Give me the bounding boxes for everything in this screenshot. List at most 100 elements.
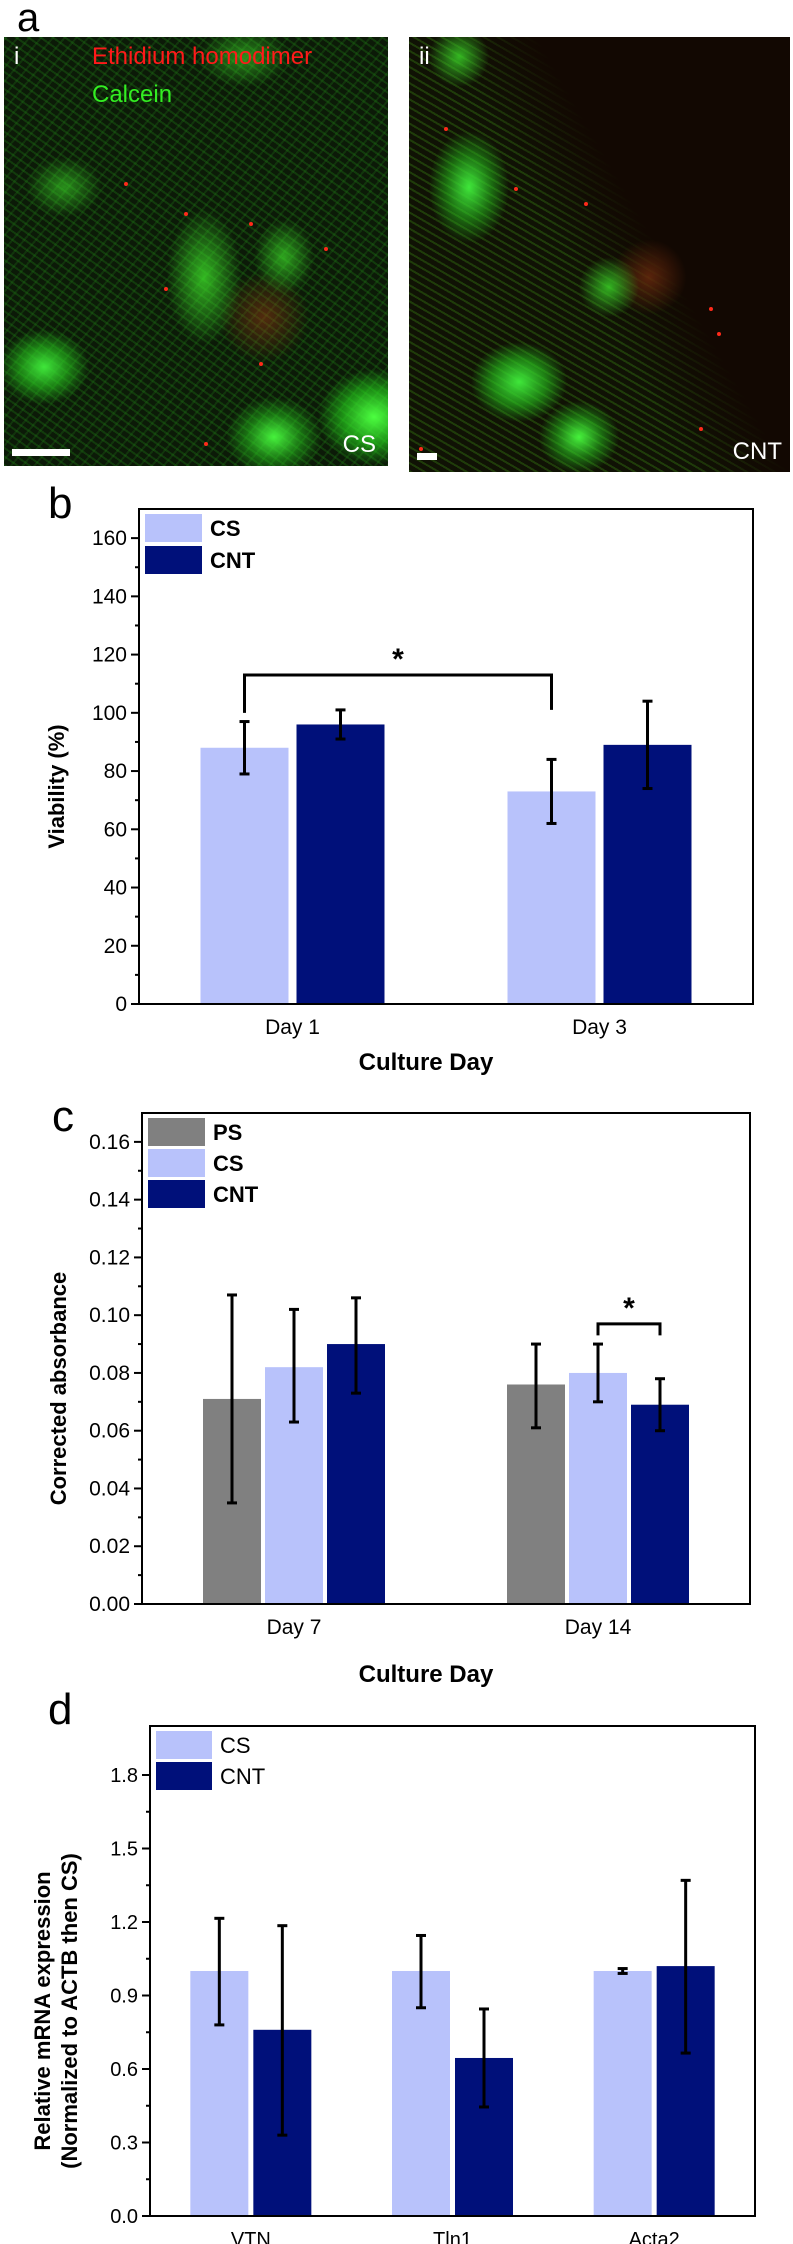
- significance-star: *: [623, 1292, 635, 1325]
- bar-cnt-day-14: [631, 1404, 689, 1604]
- legend-label-cnt: CNT: [213, 1182, 259, 1207]
- image-label-i: i: [14, 43, 20, 70]
- error-bar: [593, 1342, 603, 1404]
- y-tick-label: 0.16: [89, 1131, 130, 1154]
- dead-cell-marker: [419, 447, 423, 451]
- x-tick-label: Day 14: [565, 1616, 632, 1639]
- legend-swatch-cnt: [148, 1180, 205, 1208]
- panel-label-c: c: [52, 1092, 74, 1141]
- legend-swatch-cnt: [145, 546, 202, 574]
- y-axis-title: Relative mRNA expression: [30, 1871, 55, 2150]
- error-bar: [531, 1342, 541, 1430]
- dead-cell-marker: [514, 187, 518, 191]
- legend-label-cs: CS: [220, 1733, 251, 1758]
- dead-cell-marker: [324, 247, 328, 251]
- bar-cs-day-1: [200, 747, 289, 1004]
- error-bar: [335, 708, 346, 741]
- dead-cell-marker: [699, 427, 703, 431]
- legend-swatch-cs: [148, 1149, 205, 1177]
- y-tick-label: 40: [104, 877, 127, 900]
- y-tick-label: 1.2: [110, 1912, 138, 1934]
- panel-label-d: d: [48, 1685, 73, 1734]
- plot-frame: [149, 1725, 756, 2217]
- dead-cell-marker: [709, 307, 713, 311]
- y-tick-label: 20: [104, 935, 127, 958]
- legend-swatch-cnt: [156, 1762, 212, 1790]
- error-bar: [546, 757, 557, 825]
- y-tick-label: 160: [92, 527, 127, 550]
- y-tick-label: 120: [92, 644, 127, 667]
- y-tick-label: 0.9: [110, 1986, 138, 2008]
- error-bar: [479, 2007, 489, 2109]
- legend-ethidium-homodimer: Ethidium homodimer: [92, 43, 313, 70]
- y-tick-label: 0.12: [89, 1246, 130, 1269]
- y-tick-label: 60: [104, 818, 127, 841]
- legend-label-cnt: CNT: [220, 1764, 265, 1789]
- error-bar: [227, 1293, 237, 1505]
- error-bar: [655, 1377, 665, 1433]
- dead-cell-marker: [717, 332, 721, 336]
- y-axis-title: (Normalized to ACTB then CS): [57, 1853, 82, 2169]
- plot-frame: [141, 1112, 751, 1605]
- panel-label-b: b: [48, 479, 73, 528]
- dead-cell-marker: [444, 127, 448, 131]
- image-label-ii: ii: [419, 43, 430, 70]
- significance-bracket: [596, 1322, 662, 1336]
- error-bar: [642, 699, 653, 791]
- legend-swatch-cs: [156, 1731, 212, 1759]
- dead-cell-marker: [124, 182, 128, 186]
- y-tick-label: 0.14: [89, 1189, 130, 1212]
- y-tick-label: 0: [115, 993, 127, 1016]
- y-tick-label: 0.06: [89, 1420, 130, 1443]
- y-tick-label: 0.04: [89, 1477, 130, 1500]
- error-bar: [416, 1933, 426, 2010]
- significance-star: *: [392, 643, 404, 676]
- x-tick-label: Acta2: [629, 2229, 680, 2244]
- error-bar: [214, 1916, 225, 2027]
- y-axis-title: Viability (%): [44, 724, 69, 848]
- y-axis-title: Corrected absorbance: [46, 1272, 71, 1506]
- x-axis-title: Culture Day: [359, 1049, 494, 1076]
- y-tick-label: 0.02: [89, 1535, 130, 1558]
- y-tick-label: 0.6: [110, 2059, 138, 2081]
- legend-calcein: Calcein: [92, 81, 173, 108]
- y-tick-label: 100: [92, 702, 127, 725]
- significance-bracket: [243, 673, 553, 713]
- y-tick-label: 1.5: [110, 1839, 138, 1861]
- y-tick-label: 0.00: [89, 1593, 130, 1616]
- y-tick-label: 0.08: [89, 1362, 130, 1385]
- dead-cell-marker: [184, 212, 188, 216]
- error-bar: [351, 1296, 361, 1395]
- legend-label-cs: CS: [213, 1151, 244, 1176]
- bar-cs-day-3: [507, 791, 596, 1004]
- legend-label-cs: CS: [210, 516, 241, 541]
- bar-cs-day-14: [569, 1372, 627, 1604]
- x-tick-label: Day 1: [265, 1016, 320, 1039]
- legend-swatch-ps: [148, 1118, 205, 1146]
- sample-label-cs: CS: [342, 431, 376, 458]
- microscopy-image-cnt: ii CNT: [409, 37, 790, 472]
- dead-cell-marker: [259, 362, 263, 366]
- bar-cnt-day-1: [296, 724, 385, 1004]
- legend-swatch-cs: [145, 514, 202, 542]
- x-axis-title: Culture Day: [359, 1661, 494, 1688]
- dead-cell-marker: [164, 287, 168, 291]
- y-tick-label: 1.8: [110, 1765, 138, 1787]
- x-tick-label: Tln1: [433, 2229, 472, 2244]
- y-tick-label: 0.10: [89, 1304, 130, 1327]
- x-tick-label: Day 7: [267, 1616, 322, 1639]
- legend-label-ps: PS: [213, 1120, 242, 1145]
- bar-cs-tln1: [392, 1971, 450, 2216]
- error-bar: [680, 1878, 691, 2055]
- error-bar: [277, 1924, 288, 2137]
- plot-frame: [138, 508, 754, 1005]
- microscopy-image-cs: i Ethidium homodimer Calcein CS: [4, 37, 388, 466]
- x-tick-label: VTN: [231, 2229, 271, 2244]
- dead-cell-marker: [204, 442, 208, 446]
- legend-label-cnt: CNT: [210, 548, 256, 573]
- y-tick-label: 0.3: [110, 2133, 138, 2155]
- scale-bar: [12, 449, 70, 456]
